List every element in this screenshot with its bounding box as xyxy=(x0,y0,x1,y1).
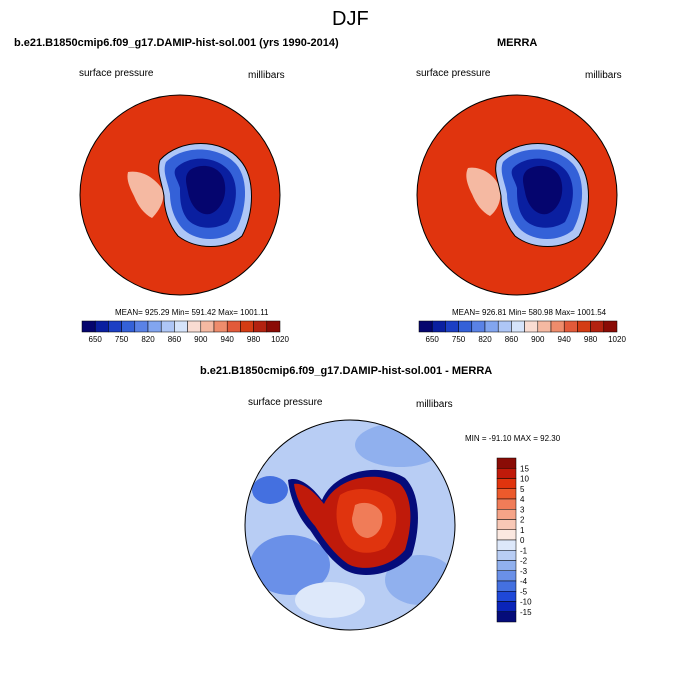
colorbar1-box-6 xyxy=(160,320,175,333)
colorbar2-box-9 xyxy=(537,320,552,333)
figure-title: DJF xyxy=(332,8,369,30)
colorbar3-tick-8: -1 xyxy=(520,546,528,555)
colorbar2-box-5 xyxy=(484,320,499,333)
panel1-stats: MEAN= 925.29 Min= 591.42 Max= 1001.11 xyxy=(115,308,269,317)
colorbar2-tick-7: 1020 xyxy=(608,335,626,344)
colorbar1-box-13 xyxy=(253,320,268,333)
colorbar3-box-9 xyxy=(496,550,517,561)
colorbar1-box-4 xyxy=(134,320,149,333)
panel3-title: b.e21.B1850cmip6.f09_g17.DAMIP-hist-sol.… xyxy=(200,365,493,377)
colorbar3-box-5 xyxy=(496,509,517,520)
colorbar2-box-8 xyxy=(524,320,539,333)
panel3-field xyxy=(245,420,455,630)
colorbar3-box-7 xyxy=(496,529,517,541)
colorbar3-box-15 xyxy=(496,611,517,623)
colorbar3-tick-1: 10 xyxy=(520,475,529,484)
colorbar3-tick-6: 1 xyxy=(520,526,525,535)
colorbar3-tick-9: -2 xyxy=(520,557,528,566)
colorbar1-box-10 xyxy=(213,320,228,333)
colorbar2-tick-0: 650 xyxy=(426,335,440,344)
colorbar3-tick-10: -3 xyxy=(520,567,528,576)
colorbar1-tick-0: 650 xyxy=(89,335,103,344)
colorbar3-box-8 xyxy=(496,539,517,551)
colorbar3-tick-13: -10 xyxy=(520,598,532,607)
colorbar2-box-10 xyxy=(550,320,565,333)
panel1-field xyxy=(80,95,280,295)
panel2-left-label: surface pressure xyxy=(416,68,491,79)
colorbar1-tick-4: 900 xyxy=(194,335,208,344)
colorbar1-box-14 xyxy=(266,320,281,333)
colorbar1-box-0 xyxy=(81,320,96,333)
colorbar3-box-4 xyxy=(496,498,517,510)
colorbar2-box-11 xyxy=(563,320,578,333)
colorbar2-box-7 xyxy=(511,320,525,333)
colorbar3-box-14 xyxy=(496,601,517,612)
colorbar3-tick-4: 3 xyxy=(520,505,525,514)
colorbar3-tick-12: -5 xyxy=(520,587,528,596)
colorbar1-tick-2: 820 xyxy=(141,335,155,344)
colorbar2-box-12 xyxy=(577,320,591,333)
colorbar1-box-8 xyxy=(187,320,202,333)
panel2-right-label: millibars xyxy=(585,70,622,81)
colorbar3-box-12 xyxy=(496,580,517,592)
colorbar3-tick-14: -15 xyxy=(520,608,532,617)
colorbar3-tick-2: 5 xyxy=(520,485,525,494)
colorbar2-tick-4: 900 xyxy=(531,335,545,344)
colorbar2-box-13 xyxy=(590,320,605,333)
colorbar3-box-10 xyxy=(496,560,517,571)
colorbar1-tick-5: 940 xyxy=(221,335,235,344)
colorbar1-box-11 xyxy=(226,320,241,333)
colorbar3-tick-5: 2 xyxy=(520,516,525,525)
colorbar3-tick-3: 4 xyxy=(520,495,525,504)
colorbar3-box-0 xyxy=(496,457,517,469)
colorbar3-box-2 xyxy=(496,478,517,489)
colorbar2-box-6 xyxy=(497,320,512,333)
colorbar2-tick-6: 980 xyxy=(584,335,598,344)
colorbar3-box-6 xyxy=(496,519,517,530)
colorbar2-box-1 xyxy=(431,320,446,333)
colorbar1-box-9 xyxy=(200,320,215,333)
panel3-left-label: surface pressure xyxy=(248,397,323,408)
colorbar3-tick-7: 0 xyxy=(520,536,525,545)
colorbar3-box-11 xyxy=(496,570,517,582)
colorbar1-box-3 xyxy=(121,320,136,333)
colorbar3-box-1 xyxy=(496,468,517,479)
colorbar2-tick-3: 860 xyxy=(505,335,519,344)
colorbar3-box-3 xyxy=(496,488,517,500)
colorbar2-box-4 xyxy=(471,320,486,333)
colorbar2-tick-2: 820 xyxy=(478,335,492,344)
colorbar2-tick-5: 940 xyxy=(558,335,572,344)
panel1-left-label: surface pressure xyxy=(79,68,154,79)
colorbar3-box-13 xyxy=(496,591,517,602)
colorbar2-box-14 xyxy=(603,320,618,333)
panel3-stats: MIN = -91.10 MAX = 92.30 xyxy=(465,434,561,443)
colorbar1-box-5 xyxy=(147,320,162,333)
colorbar1-tick-3: 860 xyxy=(168,335,182,344)
colorbar2-box-3 xyxy=(458,320,473,333)
colorbar3-tick-11: -4 xyxy=(520,577,528,586)
panel2-title: MERRA xyxy=(497,37,538,49)
colorbar1-box-2 xyxy=(108,320,122,333)
panel1-right-label: millibars xyxy=(248,70,285,81)
colorbar2-tick-1: 750 xyxy=(452,335,466,344)
panel3-right-label: millibars xyxy=(416,399,453,410)
colorbar1-tick-7: 1020 xyxy=(271,335,289,344)
panel2-stats: MEAN= 926.81 Min= 580.98 Max= 1001.54 xyxy=(452,308,607,317)
colorbar1-box-7 xyxy=(174,320,188,333)
colorbar3-tick-0: 15 xyxy=(520,464,529,473)
colorbar1-tick-1: 750 xyxy=(115,335,129,344)
colorbar2-box-2 xyxy=(445,320,459,333)
colorbar1-box-1 xyxy=(94,320,109,333)
panel1-title: b.e21.B1850cmip6.f09_g17.DAMIP-hist-sol.… xyxy=(14,37,339,49)
panel2-field xyxy=(417,95,617,295)
colorbar1-tick-6: 980 xyxy=(247,335,261,344)
colorbar1-box-12 xyxy=(240,320,254,333)
colorbar2-box-0 xyxy=(418,320,433,333)
